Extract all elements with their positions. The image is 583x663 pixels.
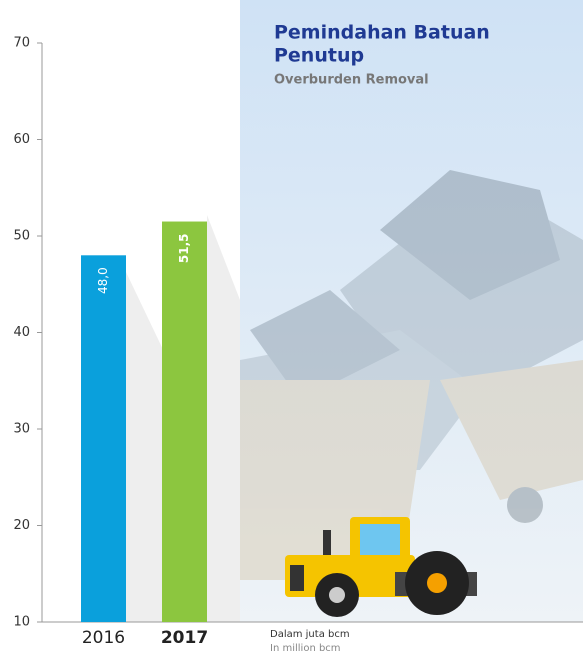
y-tick-label: 60	[13, 132, 30, 147]
bar-shadow	[207, 215, 240, 622]
chart-title: Penutup	[274, 45, 364, 67]
y-tick-label: 40	[13, 325, 30, 340]
bar	[81, 255, 126, 623]
y-tick-label: 30	[13, 422, 30, 437]
y-tick-label: 20	[13, 518, 30, 533]
x-tick-label: 2016	[82, 628, 125, 648]
unit-note: In million bcm	[270, 643, 341, 654]
value-label: 51,5	[177, 234, 191, 264]
unit-note: Dalam juta bcm	[270, 629, 350, 640]
value-label: 48,0	[96, 267, 110, 294]
x-tick-label: 2017	[161, 628, 208, 648]
roller-icon	[285, 517, 477, 617]
y-tick-label: 70	[13, 36, 30, 51]
bar-shadow	[126, 272, 168, 622]
y-tick-label: 50	[13, 229, 30, 244]
chart-subtitle: Overburden Removal	[274, 73, 429, 88]
chart-title: Pemindahan Batuan	[274, 22, 490, 44]
bar	[162, 221, 207, 622]
y-tick-label: 10	[13, 615, 30, 630]
